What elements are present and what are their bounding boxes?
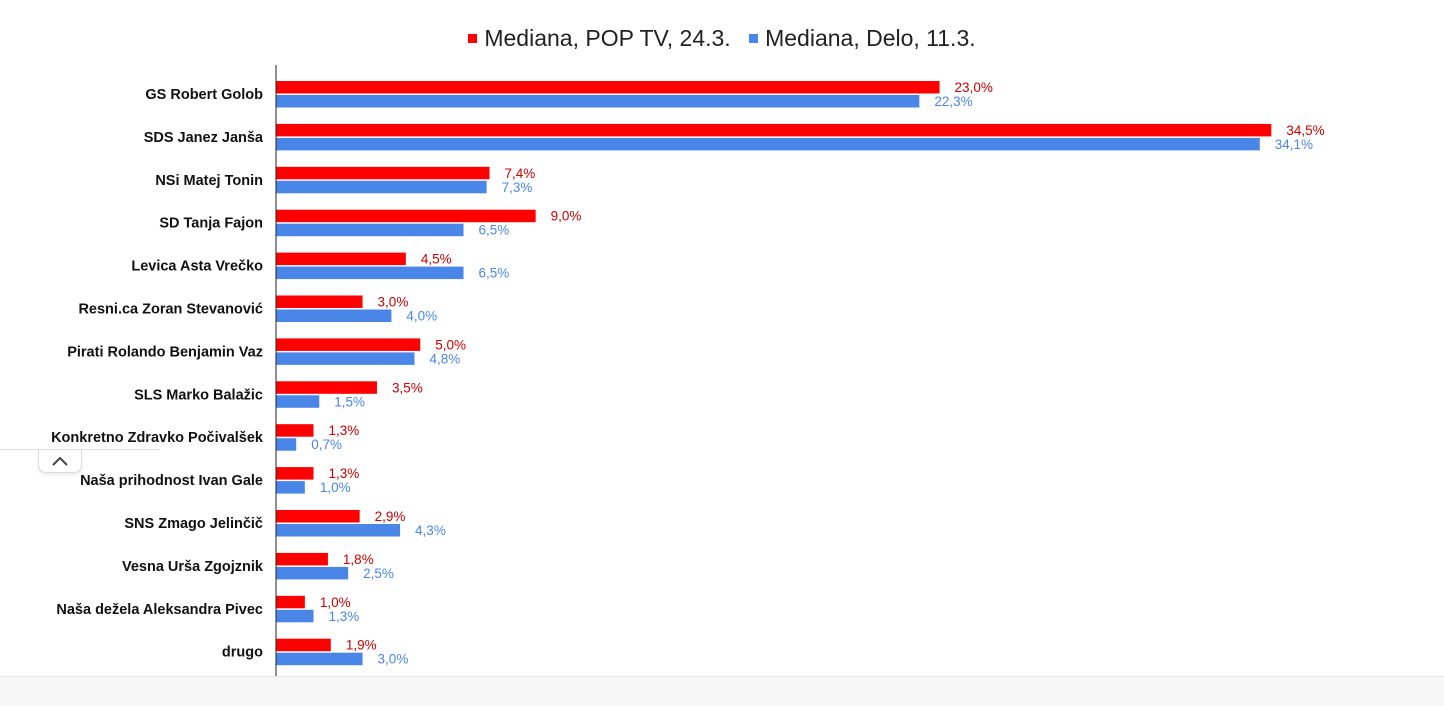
data-label-pop-tv: 1,8% <box>343 552 374 567</box>
data-label-delo: 1,0% <box>320 480 351 495</box>
bar-pop-tv <box>276 295 363 308</box>
chart-legend: Mediana, POP TV, 24.3. Mediana, Delo, 11… <box>0 22 1444 52</box>
bar-delo <box>276 609 314 623</box>
data-label-delo: 4,0% <box>406 309 437 324</box>
bar-delo <box>276 566 349 580</box>
bar-pop-tv <box>276 638 331 652</box>
bar-pop-tv <box>276 81 940 94</box>
data-label-delo: 22,3% <box>934 94 972 109</box>
bar-pop-tv <box>276 381 377 394</box>
data-label-delo: 3,0% <box>378 652 409 667</box>
data-label-delo: 6,5% <box>479 266 510 281</box>
bar-delo <box>276 95 920 108</box>
category-label: Pirati Rolando Benjamin Vaz <box>67 344 263 360</box>
bar-delo <box>276 524 401 537</box>
data-label-pop-tv: 7,4% <box>504 166 535 181</box>
category-label: drugo <box>222 645 263 661</box>
bar-pop-tv <box>276 510 360 523</box>
bottom-bar <box>0 676 1444 706</box>
legend-swatch-pop-tv <box>468 34 478 43</box>
category-label: SNS Zmago Jelinčič <box>124 516 263 532</box>
bar-delo <box>276 266 464 280</box>
bar-delo <box>276 438 297 451</box>
data-label-pop-tv: 1,9% <box>346 638 377 653</box>
data-label-pop-tv: 2,9% <box>375 509 406 524</box>
bar-pop-tv <box>276 424 314 437</box>
bar-pop-tv <box>276 252 406 266</box>
bar-delo <box>276 137 1260 151</box>
bar-delo <box>276 652 363 666</box>
data-label-delo: 2,5% <box>363 566 394 581</box>
bar-pop-tv <box>276 467 314 480</box>
category-label: Konkretno Zdravko Počivalšek <box>51 430 264 446</box>
bar-delo <box>276 352 415 365</box>
data-label-pop-tv: 34,5% <box>1286 123 1324 138</box>
category-label: SLS Marko Balažic <box>134 387 263 403</box>
collapse-tab-line <box>0 449 160 450</box>
data-label-delo: 4,8% <box>429 351 460 366</box>
data-label-delo: 0,7% <box>311 437 342 452</box>
data-label-delo: 34,1% <box>1275 137 1313 152</box>
category-label: Resni.ca Zoran Stevanović <box>78 302 263 318</box>
category-label: Vesna Urša Zgojznik <box>122 559 264 575</box>
legend-label-pop-tv: Mediana, POP TV, 24.3. <box>484 25 731 51</box>
chevron-up-icon <box>52 456 68 466</box>
bar-delo <box>276 309 392 322</box>
collapse-button[interactable] <box>38 450 82 473</box>
category-label: Naša dežela Aleksandra Pivec <box>56 602 263 618</box>
data-label-pop-tv: 3,0% <box>378 295 409 310</box>
data-label-delo: 6,5% <box>479 223 510 238</box>
data-label-delo: 7,3% <box>502 180 533 195</box>
bar-pop-tv <box>276 338 421 351</box>
bar-delo <box>276 395 320 408</box>
legend-swatch-delo <box>749 34 759 43</box>
data-label-pop-tv: 23,0% <box>955 80 993 95</box>
data-label-pop-tv: 4,5% <box>421 252 452 267</box>
data-label-pop-tv: 1,3% <box>329 466 360 481</box>
data-label-delo: 4,3% <box>415 523 446 538</box>
legend-item-delo: Mediana, Delo, 11.3. <box>749 25 976 52</box>
category-label: GS Robert Golob <box>145 87 263 103</box>
bar-pop-tv <box>276 209 536 223</box>
bar-delo <box>276 180 487 194</box>
data-label-pop-tv: 9,0% <box>551 209 582 224</box>
legend-item-pop-tv: Mediana, POP TV, 24.3. <box>468 25 731 52</box>
data-label-pop-tv: 1,3% <box>329 423 360 438</box>
data-label-pop-tv: 1,0% <box>320 595 351 610</box>
category-label: SD Tanja Fajon <box>159 216 263 232</box>
category-label: NSi Matej Tonin <box>155 173 263 189</box>
category-label: Naša prihodnost Ivan Gale <box>80 473 263 489</box>
bar-pop-tv <box>276 595 305 609</box>
category-label: Levica Asta Vrečko <box>131 259 263 275</box>
bar-delo <box>276 223 464 237</box>
bar-pop-tv <box>276 166 490 180</box>
bar-pop-tv <box>276 552 328 566</box>
bar-pop-tv <box>276 123 1272 137</box>
data-label-pop-tv: 3,5% <box>392 380 423 395</box>
data-label-delo: 1,3% <box>329 609 360 624</box>
category-label: SDS Janez Janša <box>144 130 264 146</box>
data-label-pop-tv: 5,0% <box>435 337 466 352</box>
data-label-delo: 1,5% <box>334 394 365 409</box>
legend-label-delo: Mediana, Delo, 11.3. <box>765 25 976 51</box>
bar-delo <box>276 481 305 494</box>
